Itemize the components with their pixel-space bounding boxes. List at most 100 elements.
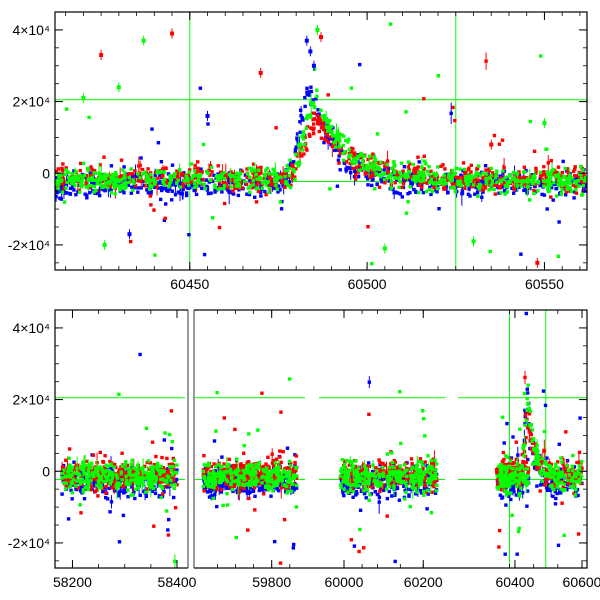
data-point	[439, 181, 443, 186]
data-point	[129, 191, 133, 195]
data-point	[556, 543, 561, 547]
data-point	[149, 192, 153, 196]
data-point	[173, 480, 178, 485]
data-point	[578, 416, 582, 420]
data-point	[403, 175, 407, 179]
data-point	[298, 120, 302, 124]
data-point	[532, 173, 537, 178]
data-point	[104, 484, 108, 489]
data-point	[400, 185, 404, 189]
data-point	[214, 174, 218, 179]
data-point	[165, 456, 169, 461]
data-point	[259, 168, 263, 173]
data-point	[532, 191, 536, 196]
data-point	[199, 167, 203, 171]
data-point	[412, 174, 416, 179]
data-point	[424, 162, 428, 166]
data-point	[96, 494, 100, 498]
data-point	[170, 183, 174, 187]
data-point	[87, 471, 91, 475]
data-point	[284, 179, 288, 184]
data-point	[490, 181, 494, 185]
data-point	[284, 466, 288, 470]
data-point	[288, 185, 293, 190]
data-point	[134, 480, 139, 484]
data-point	[176, 172, 180, 177]
data-point	[153, 182, 157, 186]
data-point	[523, 413, 528, 417]
data-point	[474, 173, 478, 178]
data-point	[402, 476, 406, 480]
data-point	[85, 166, 90, 171]
data-point	[498, 186, 502, 190]
data-point	[477, 164, 481, 168]
data-point	[444, 181, 448, 186]
data-point	[117, 180, 121, 184]
data-point	[379, 160, 383, 164]
data-point	[92, 190, 96, 194]
data-point	[240, 169, 244, 173]
data-point	[71, 180, 75, 184]
data-point	[182, 171, 186, 175]
data-point	[354, 173, 358, 177]
data-point	[254, 187, 259, 191]
data-point	[458, 167, 462, 171]
data-point	[343, 459, 347, 463]
data-point	[152, 463, 157, 467]
data-point	[88, 185, 92, 190]
data-point	[222, 467, 226, 471]
data-point	[147, 180, 152, 184]
data-point	[278, 200, 283, 204]
data-point	[187, 183, 191, 187]
data-point	[172, 486, 176, 491]
data-point	[126, 483, 130, 487]
data-point	[427, 187, 431, 192]
data-point	[130, 468, 134, 473]
data-point	[195, 174, 199, 178]
data-point	[98, 177, 102, 182]
data-point	[429, 192, 433, 197]
data-point	[220, 172, 224, 176]
data-point	[401, 169, 405, 173]
data-point	[69, 469, 73, 473]
data-point	[55, 169, 58, 174]
data-point	[476, 185, 480, 189]
data-point	[293, 177, 297, 181]
data-point	[579, 164, 583, 169]
data-point	[497, 191, 501, 195]
data-point	[70, 465, 75, 469]
data-point	[167, 432, 172, 437]
data-point	[101, 177, 105, 182]
data-point	[573, 174, 577, 178]
data-point	[123, 490, 127, 494]
data-point	[120, 466, 125, 471]
data-point	[198, 175, 202, 179]
data-point	[395, 176, 399, 180]
data-point	[574, 176, 578, 180]
data-point	[81, 460, 85, 465]
data-point	[167, 517, 171, 522]
data-point	[103, 470, 108, 474]
data-point	[79, 511, 83, 515]
data-point	[174, 470, 178, 475]
data-point	[493, 176, 498, 180]
data-point	[125, 478, 129, 483]
data-point	[246, 528, 250, 532]
data-point	[108, 179, 113, 184]
y-tick-label: 2×10⁴	[12, 94, 50, 110]
data-point	[525, 391, 530, 395]
data-point	[497, 545, 501, 549]
data-point	[133, 496, 137, 501]
data-point	[538, 183, 542, 188]
data-point	[137, 476, 142, 480]
data-point	[226, 185, 230, 190]
data-point	[441, 163, 445, 167]
data-point	[387, 179, 391, 183]
data-point	[568, 189, 572, 193]
data-point	[231, 466, 235, 470]
data-point	[108, 577, 111, 580]
data-point	[257, 488, 261, 493]
data-point	[544, 173, 548, 177]
data-point	[359, 151, 363, 156]
data-point	[264, 466, 268, 471]
